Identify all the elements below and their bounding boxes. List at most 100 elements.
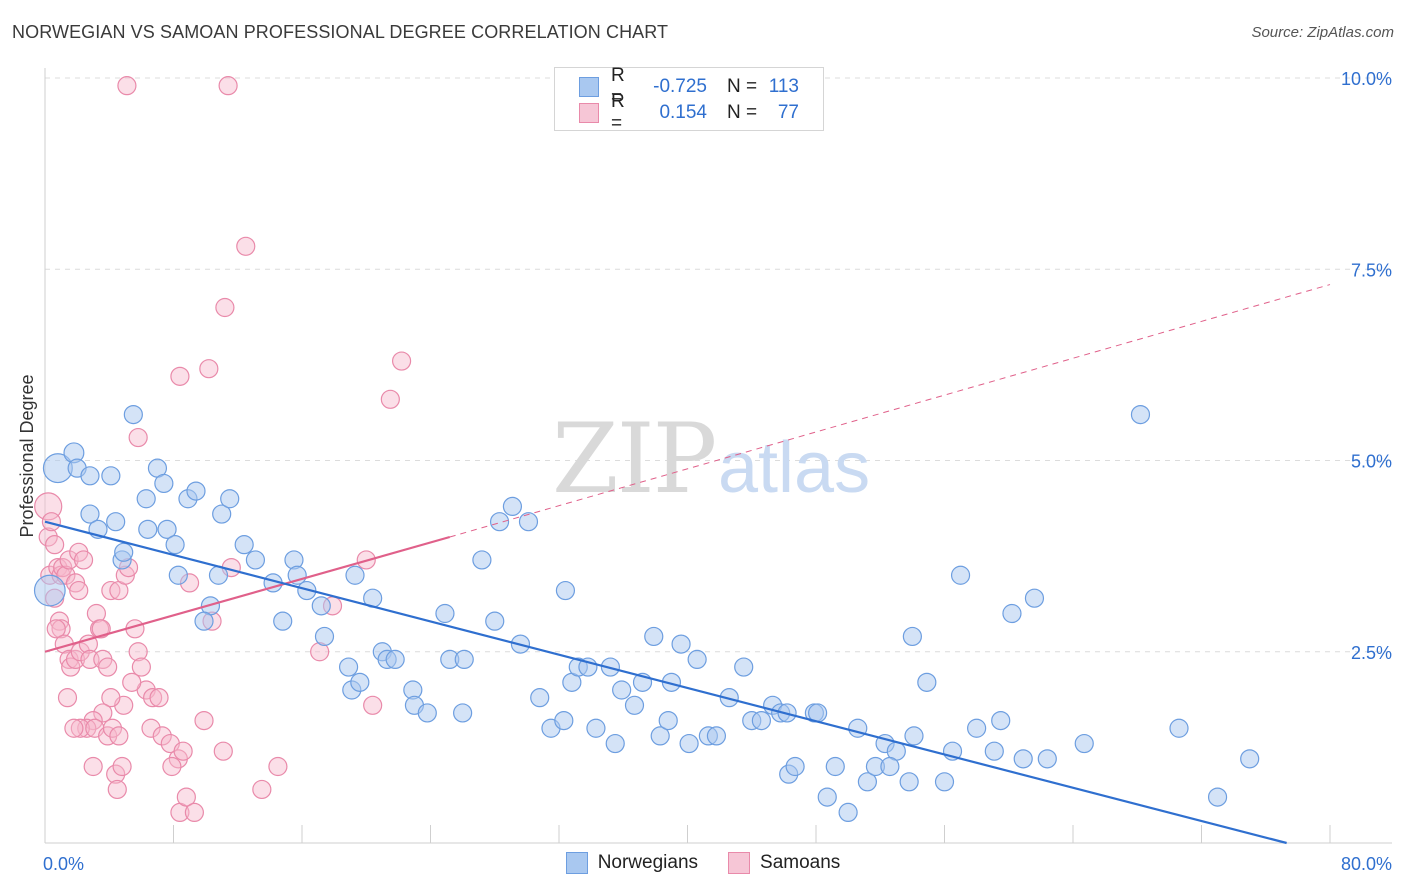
norwegian-point bbox=[345, 565, 365, 585]
samoan-point bbox=[101, 580, 121, 601]
norwegian-point bbox=[80, 466, 100, 486]
samoan-point bbox=[102, 718, 123, 738]
pink-swatch bbox=[728, 852, 751, 874]
n-value: 113 bbox=[768, 76, 799, 97]
y-axis-title: Professional Degree bbox=[17, 374, 37, 537]
norwegian-point bbox=[904, 726, 924, 746]
norwegian-point bbox=[114, 542, 134, 562]
samoan-trend-line bbox=[44, 535, 451, 653]
correlation-legend: R = -0.725 N = 113 R = 0.154 N = 77 bbox=[554, 65, 824, 134]
norwegian-point bbox=[234, 535, 254, 555]
blue-swatch bbox=[579, 77, 599, 97]
norwegian-point bbox=[220, 489, 240, 509]
legend-label-norwegians: Norwegians bbox=[597, 852, 699, 873]
tick-labels: 2.5% 5.0% 7.5% 10.0% 0.0% 80.0% Professional D… bbox=[17, 69, 1392, 874]
samoan-point bbox=[70, 718, 90, 738]
samoan-point bbox=[143, 688, 163, 708]
samoan-point bbox=[101, 688, 121, 708]
norwegian-point bbox=[314, 626, 335, 647]
samoan-point bbox=[45, 535, 65, 555]
watermark-atlas: atlas bbox=[718, 428, 870, 508]
norwegian-point bbox=[734, 657, 754, 677]
samoan-point bbox=[152, 726, 172, 746]
samoan-point bbox=[98, 657, 118, 677]
norwegian-point bbox=[658, 710, 678, 731]
norwegian-point bbox=[1024, 588, 1045, 608]
n-label: N = bbox=[727, 102, 758, 123]
samoan-point bbox=[215, 297, 235, 318]
r-value: -0.725 bbox=[653, 76, 707, 97]
norwegian-point bbox=[785, 756, 805, 777]
norwegian-point bbox=[530, 688, 550, 708]
norwegian-point bbox=[1037, 749, 1057, 769]
norwegian-point bbox=[157, 519, 177, 539]
grid-lines bbox=[45, 77, 1392, 653]
legend-label-samoans: Samoans bbox=[760, 852, 841, 873]
n-label: N = bbox=[727, 76, 758, 97]
samoan-point bbox=[213, 741, 233, 761]
norwegian-point bbox=[136, 489, 156, 509]
norwegian-point bbox=[687, 649, 707, 670]
y-tick-label: 5.0% bbox=[1351, 452, 1392, 472]
norwegian-point bbox=[518, 512, 539, 532]
blue-swatch bbox=[565, 852, 588, 874]
norwegian-point bbox=[311, 596, 331, 616]
norwegian-point bbox=[644, 626, 664, 647]
chart-title: NORWEGIAN VS SAMOAN PROFESSIONAL DEGREE … bbox=[12, 22, 669, 42]
norwegian-point bbox=[817, 787, 837, 807]
trend-lines bbox=[44, 284, 1331, 845]
y-tick-label: 2.5% bbox=[1351, 643, 1392, 663]
norwegian-point bbox=[902, 626, 922, 647]
norwegian-point bbox=[1207, 787, 1228, 807]
watermark-zip: ZIP bbox=[552, 403, 715, 515]
samoan-point bbox=[41, 512, 62, 532]
samoan-trend-dashed bbox=[449, 284, 1331, 538]
norwegian-point bbox=[967, 718, 987, 738]
norwegian-point bbox=[138, 519, 158, 539]
norwegian-point bbox=[950, 565, 971, 585]
samoan-point bbox=[141, 718, 161, 738]
x-tick-label-min: 0.0% bbox=[43, 854, 84, 874]
norwegian-point bbox=[212, 504, 232, 524]
samoan-point bbox=[199, 359, 219, 379]
norwegian-point bbox=[489, 512, 510, 532]
samoan-point bbox=[380, 389, 400, 409]
norwegian-point bbox=[454, 649, 474, 670]
norwegian-point bbox=[186, 481, 206, 501]
norwegian-point bbox=[880, 756, 900, 777]
pink-swatch bbox=[579, 103, 599, 123]
samoan-point bbox=[57, 688, 78, 708]
samoan-point bbox=[51, 619, 71, 639]
samoan-point bbox=[268, 756, 288, 777]
samoan-point bbox=[173, 741, 193, 761]
norwegian-point bbox=[101, 466, 121, 486]
norwegian-point bbox=[273, 611, 293, 631]
samoan-point bbox=[162, 756, 182, 777]
norwegian-point bbox=[472, 550, 492, 570]
norwegian-point bbox=[838, 802, 858, 823]
norwegian-point bbox=[1240, 749, 1260, 769]
norwegian-point bbox=[1002, 603, 1022, 624]
r-label: R = bbox=[611, 65, 625, 108]
samoan-point bbox=[391, 351, 412, 371]
legend-item-samoans: Samoans bbox=[728, 852, 840, 874]
samoan-point bbox=[194, 710, 214, 731]
samoan-point bbox=[112, 756, 132, 777]
norwegian-point bbox=[435, 603, 455, 624]
legend-item-norwegians: Norwegians bbox=[565, 852, 699, 874]
watermark: ZIP atlas bbox=[552, 403, 870, 515]
norwegian-point bbox=[605, 733, 625, 754]
norwegian-point bbox=[385, 649, 405, 670]
norwegian-point bbox=[106, 512, 126, 532]
samoan-point bbox=[184, 802, 204, 823]
norwegian-point bbox=[350, 672, 370, 692]
samoan-point bbox=[86, 603, 107, 624]
norwegian-point bbox=[899, 772, 919, 792]
norwegian-trend-line bbox=[44, 520, 1287, 845]
norwegian-point bbox=[586, 718, 606, 738]
norwegian-point bbox=[1074, 733, 1094, 754]
norwegian-point bbox=[612, 680, 632, 700]
samoan-point bbox=[149, 688, 169, 708]
norwegian-point bbox=[154, 473, 174, 494]
samoans-points bbox=[34, 76, 412, 823]
